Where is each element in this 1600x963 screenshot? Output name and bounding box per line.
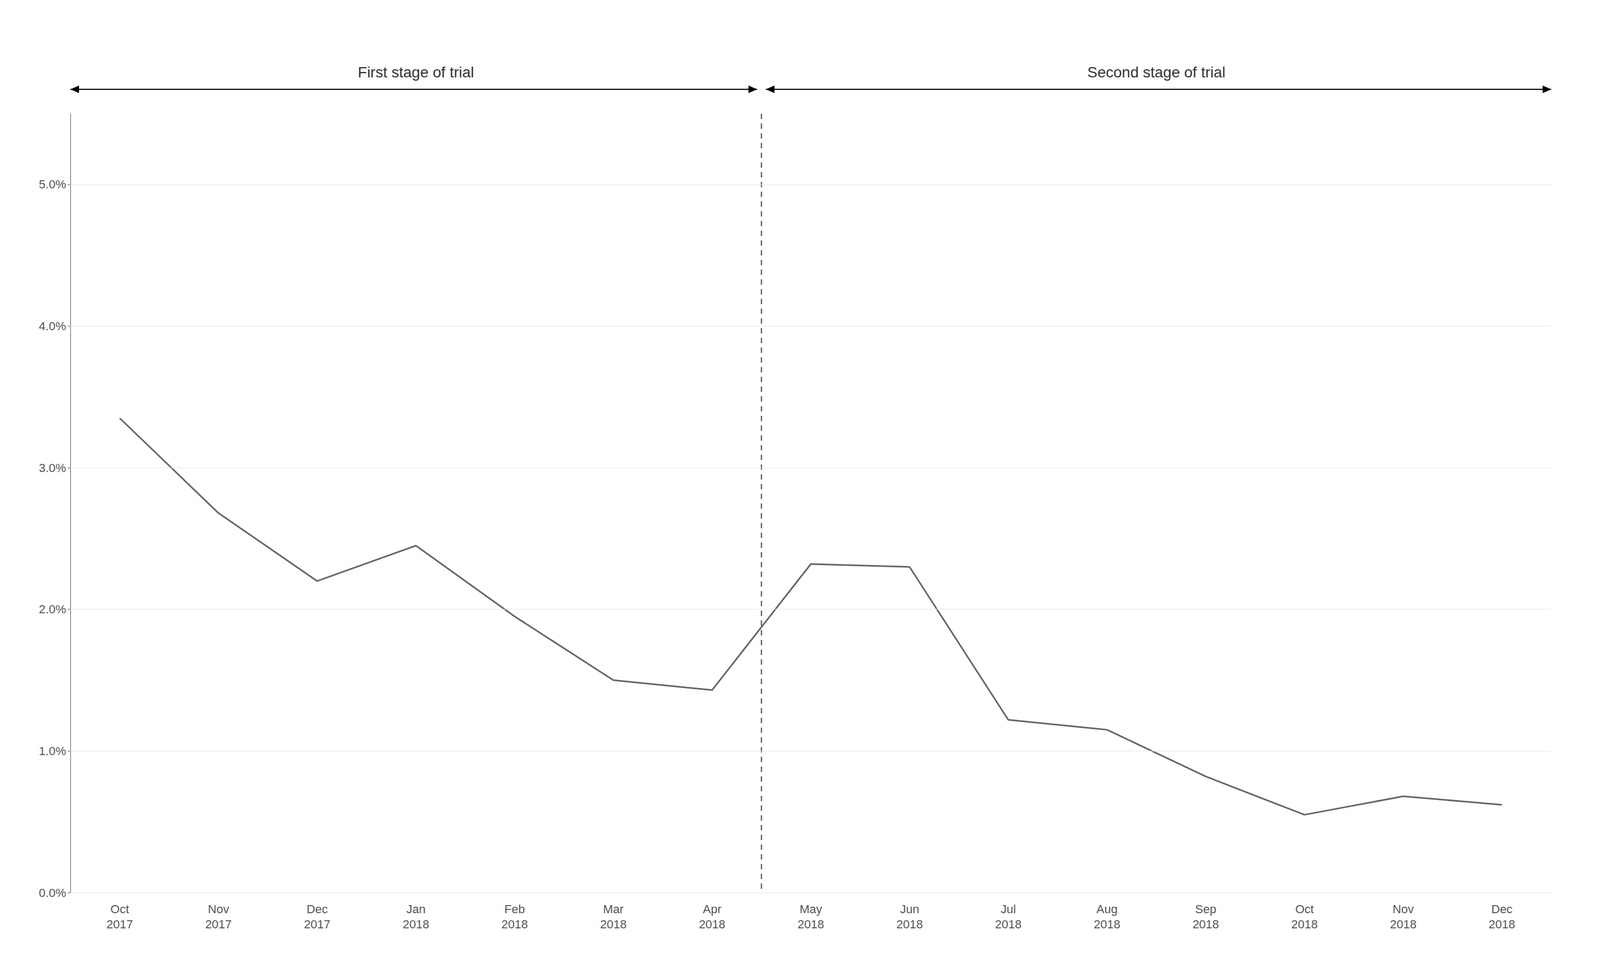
svg-text:Dec: Dec (306, 902, 328, 916)
svg-text:1.0%: 1.0% (38, 744, 67, 758)
svg-text:2018: 2018 (1192, 917, 1219, 931)
svg-text:2018: 2018 (1488, 917, 1516, 931)
svg-text:Dec: Dec (1491, 902, 1513, 916)
svg-text:5.0%: 5.0% (38, 177, 67, 192)
svg-text:2018: 2018 (402, 917, 430, 931)
svg-text:2017: 2017 (106, 917, 134, 931)
svg-text:Oct: Oct (110, 902, 129, 916)
svg-text:2018: 2018 (1291, 917, 1318, 931)
svg-text:2018: 2018 (994, 917, 1022, 931)
svg-text:Oct: Oct (1295, 902, 1314, 916)
svg-text:Jan: Jan (406, 902, 426, 916)
svg-text:2018: 2018 (600, 917, 627, 931)
svg-text:Jul: Jul (1000, 902, 1016, 916)
svg-text:2018: 2018 (501, 917, 528, 931)
svg-text:2018: 2018 (896, 917, 923, 931)
svg-text:Second stage of trial: Second stage of trial (1087, 63, 1226, 81)
svg-text:2018: 2018 (1093, 917, 1121, 931)
svg-text:Sep: Sep (1195, 902, 1217, 916)
svg-text:2018: 2018 (797, 917, 825, 931)
svg-text:Feb: Feb (504, 902, 526, 916)
svg-text:2018: 2018 (698, 917, 726, 931)
svg-text:Aug: Aug (1096, 902, 1118, 916)
svg-text:Mar: Mar (602, 902, 624, 916)
svg-text:2017: 2017 (304, 917, 331, 931)
svg-text:0.0%: 0.0% (38, 886, 67, 900)
svg-text:Jun: Jun (900, 902, 920, 916)
svg-text:May: May (799, 902, 823, 916)
svg-text:2018: 2018 (1389, 917, 1417, 931)
svg-text:3.0%: 3.0% (38, 461, 67, 475)
svg-text:2.0%: 2.0% (38, 602, 67, 616)
svg-text:Nov: Nov (207, 902, 229, 916)
svg-text:First stage of trial: First stage of trial (357, 63, 475, 81)
svg-text:4.0%: 4.0% (38, 319, 67, 333)
svg-text:Apr: Apr (702, 902, 721, 916)
svg-text:2017: 2017 (205, 917, 232, 931)
svg-text:Nov: Nov (1392, 902, 1414, 916)
